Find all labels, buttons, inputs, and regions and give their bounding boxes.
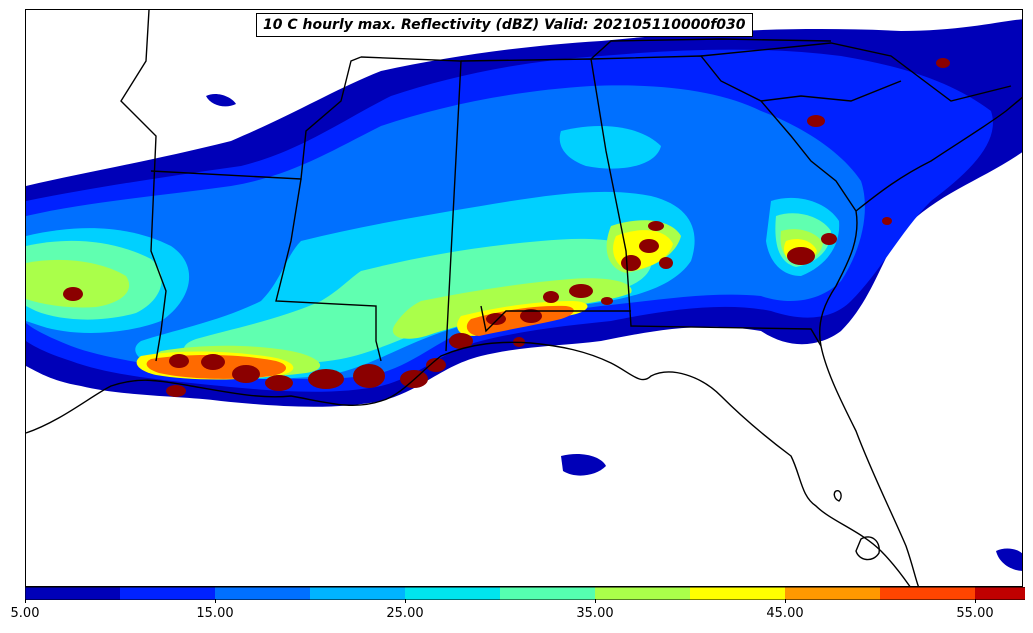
colorbar-segment [405, 587, 501, 600]
colorbar-tick-label: 5.00 [10, 606, 40, 621]
coastline-carolinas [855, 96, 1022, 212]
colorbar-tick [595, 599, 596, 603]
colorbar [25, 587, 1025, 600]
lake-okeechobee [855, 536, 880, 561]
colorbar-tick-label: 45.00 [766, 606, 804, 621]
state-border [150, 56, 362, 180]
map-outlines [26, 10, 1022, 586]
colorbar-tick-label: 15.00 [196, 606, 234, 621]
state-border [120, 10, 167, 362]
reflectivity-map [26, 10, 1022, 586]
state-border [700, 42, 1012, 102]
echo-region-cyan [559, 126, 661, 169]
echo-region-lime [26, 259, 130, 308]
island [833, 490, 842, 502]
colorbar-tick [25, 599, 26, 603]
colorbar-tick-label: 55.00 [956, 606, 994, 621]
colorbar-segment [120, 587, 216, 600]
convective-cores [63, 58, 950, 397]
map-panel [25, 9, 1023, 587]
state-border [480, 305, 631, 333]
colorbar-tick [215, 599, 216, 603]
coastline-atlantic [819, 210, 919, 586]
colorbar-tick-label: 25.00 [386, 606, 424, 621]
colorbar-tick [405, 599, 406, 603]
echo-region-green [184, 238, 652, 365]
state-border [275, 178, 382, 362]
colorbar-tick-label: 35.00 [576, 606, 614, 621]
coastline [26, 341, 911, 586]
echo-region-weak [561, 454, 606, 476]
colorbar-segment [975, 587, 1025, 600]
colorbar-segment [880, 587, 976, 600]
colorbar-segment [500, 587, 596, 600]
map-title: 10 C hourly max. Reflectivity (dBZ) Vali… [256, 13, 753, 37]
state-border [590, 38, 832, 60]
state-border [590, 55, 857, 212]
echo-region-weak [986, 94, 1021, 127]
state-border [760, 80, 902, 102]
echo-region-weak [206, 93, 236, 107]
reflectivity-field [26, 19, 1022, 571]
colorbar-segment [595, 587, 691, 600]
colorbar-tick [975, 599, 976, 603]
colorbar-segment [215, 587, 311, 600]
colorbar-segment [690, 587, 786, 600]
echo-region-weak [996, 548, 1022, 571]
colorbar-segment [25, 587, 121, 600]
colorbar-tick [785, 599, 786, 603]
colorbar-segment [310, 587, 406, 600]
colorbar-segment [785, 587, 881, 600]
